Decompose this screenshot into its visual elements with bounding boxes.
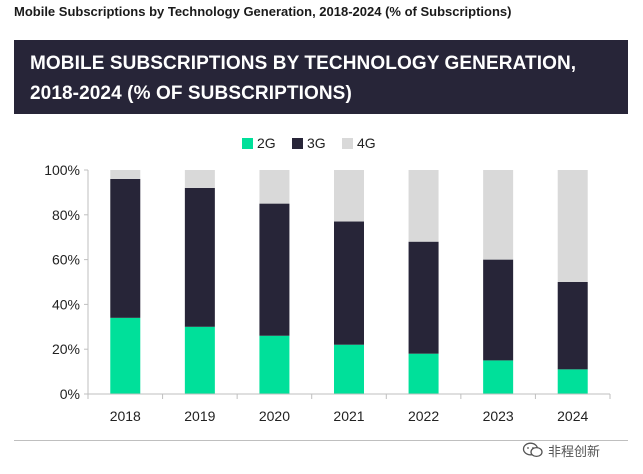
bar-3g-2021 [334, 221, 364, 345]
x-tick-label: 2024 [557, 408, 588, 424]
bar-4g-2018 [110, 170, 141, 179]
chart-area: 2G 3G 4G 0% 20% 40% 60% 80% 100% 2018 2019 2020 20… [14, 114, 628, 440]
bar-3g-2022 [408, 241, 439, 354]
bar-4g-2023 [483, 170, 514, 260]
y-tick-label: 100% [44, 162, 80, 178]
watermark-text: 非程创新 [548, 443, 601, 459]
watermark: 非程创新 [522, 440, 600, 460]
y-tick-label: 60% [52, 252, 80, 268]
x-tick-label: 2021 [333, 408, 364, 424]
y-axis: 0% 20% 40% 60% 80% 100% [44, 162, 89, 402]
bar-2g-2022 [408, 353, 439, 394]
figure-caption: Mobile Subscriptions by Technology Gener… [14, 4, 512, 19]
bottom-divider [14, 440, 628, 441]
legend-label-3g: 3G [307, 135, 326, 151]
chart-title-line-2: 2018-2024 (% OF SUBSCRIPTIONS) [30, 83, 352, 104]
bar-3g-2019 [184, 187, 215, 327]
bar-3g-2018 [110, 178, 141, 318]
legend-swatch-4g [342, 138, 353, 149]
wechat-icon [522, 442, 543, 458]
bar-4g-2024 [557, 170, 588, 282]
y-tick-label: 20% [52, 341, 80, 357]
bar-2g-2020 [259, 335, 290, 394]
bar-4g-2020 [259, 170, 290, 204]
bar-2g-2018 [110, 317, 141, 394]
legend: 2G 3G 4G [242, 135, 376, 151]
bar-3g-2023 [483, 259, 514, 361]
x-tick-label: 2019 [184, 408, 215, 424]
x-tick-label: 2023 [483, 408, 514, 424]
x-axis: 2018 2019 2020 2021 2022 2023 2024 [87, 393, 611, 424]
legend-label-4g: 4G [357, 135, 376, 151]
bar-2g-2019 [184, 326, 215, 394]
bar-3g-2024 [557, 282, 588, 370]
bars [110, 170, 588, 394]
y-tick-label: 80% [52, 207, 80, 223]
bar-2g-2021 [334, 344, 364, 394]
y-tick-label: 0% [60, 386, 80, 402]
chart-title-line-1: MOBILE SUBSCRIPTIONS BY TECHNOLOGY GENER… [30, 53, 577, 74]
x-tick-label: 2022 [408, 408, 439, 424]
y-tick-label: 40% [52, 296, 80, 312]
x-tick-label: 2018 [110, 408, 141, 424]
bar-3g-2020 [259, 203, 290, 336]
legend-label-2g: 2G [257, 135, 276, 151]
bar-4g-2019 [184, 170, 215, 188]
chart-title-banner: MOBILE SUBSCRIPTIONS BY TECHNOLOGY GENER… [14, 40, 628, 114]
legend-swatch-3g [292, 138, 303, 149]
stacked-bar-chart: 2G 3G 4G 0%20%40%60%80%100% 2018 2019 2020 20… [44, 135, 611, 424]
bar-2g-2024 [557, 369, 588, 394]
legend-swatch-2g [242, 138, 253, 149]
bar-2g-2023 [483, 360, 514, 394]
bar-4g-2021 [334, 170, 364, 222]
x-tick-label: 2020 [259, 408, 290, 424]
bar-4g-2022 [408, 170, 439, 242]
